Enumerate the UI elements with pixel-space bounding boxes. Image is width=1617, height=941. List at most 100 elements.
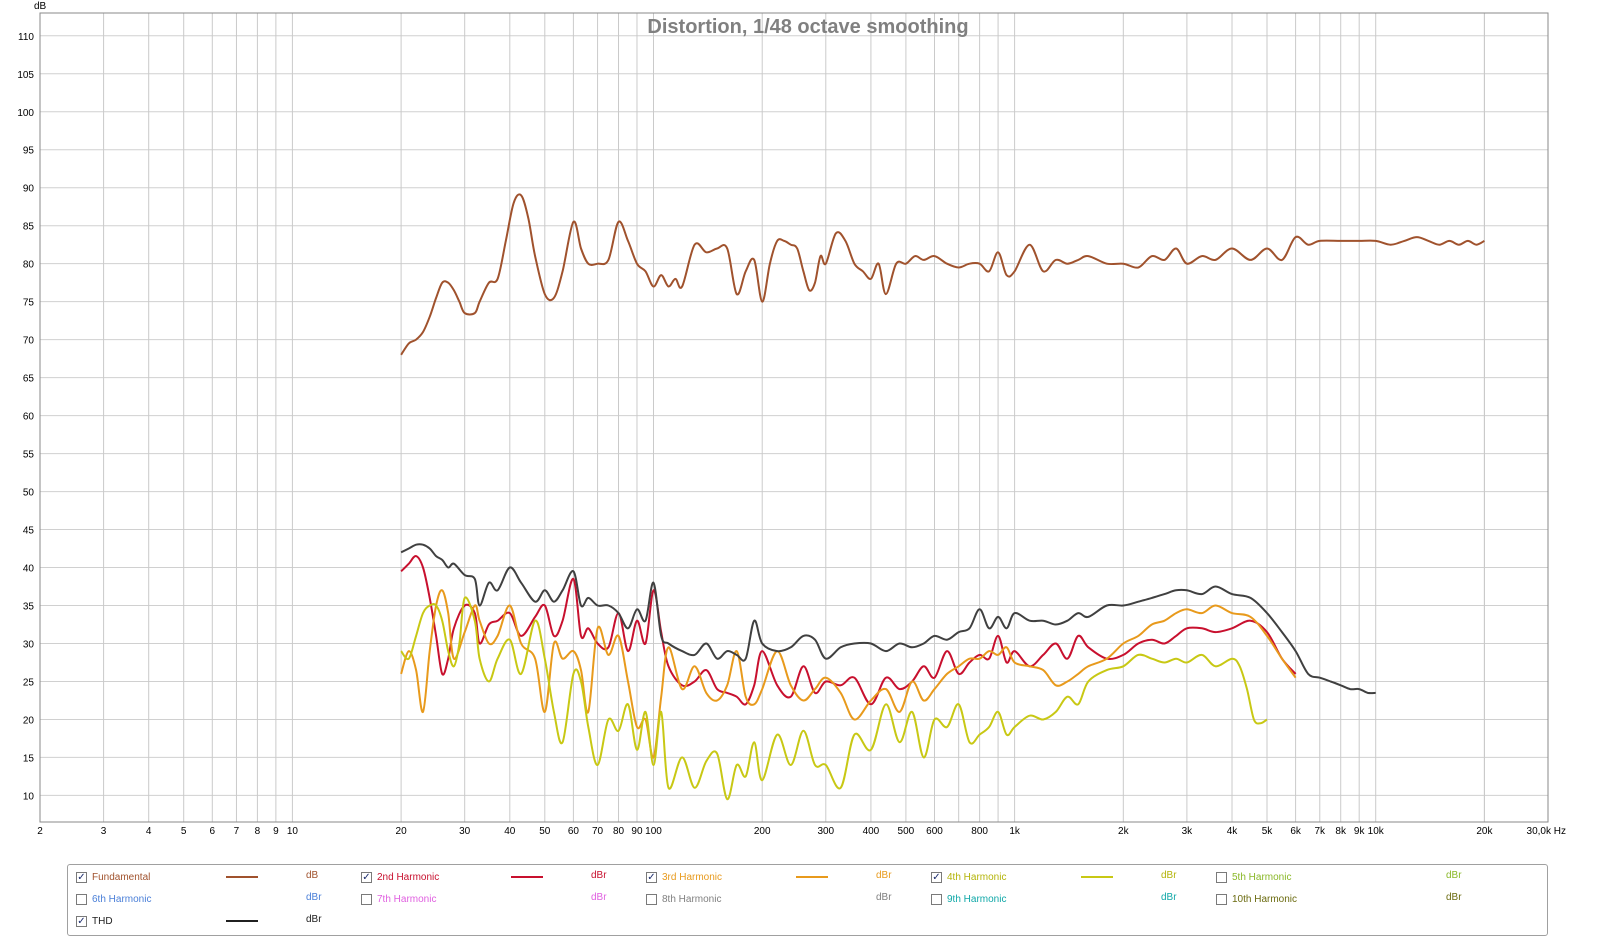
- legend-unit-2nd-harmonic: dBr: [591, 870, 607, 881]
- legend-checkbox-9th-harmonic[interactable]: [931, 893, 942, 905]
- x-tick-label: 400: [863, 826, 880, 837]
- x-tick-label: 20k: [1476, 826, 1493, 837]
- x-tick-label: 3k: [1182, 826, 1194, 837]
- legend-label-10th-harmonic: 10th Harmonic: [1232, 893, 1298, 905]
- y-tick-label: 85: [23, 222, 35, 233]
- legend-checkbox-7th-harmonic[interactable]: [361, 893, 372, 905]
- x-tick-label: 4: [146, 826, 152, 837]
- legend-checkbox-8th-harmonic[interactable]: [646, 893, 657, 905]
- series-line-4th-harmonic: [400, 596, 1268, 801]
- x-tick-label: 2: [37, 826, 43, 837]
- chart-grid: [39, 13, 1549, 822]
- x-tick-label: 200: [754, 826, 771, 837]
- legend-checkbox-thd[interactable]: ✓: [76, 915, 87, 927]
- legend-label-6th-harmonic: 6th Harmonic: [92, 893, 152, 905]
- legend-label-8th-harmonic: 8th Harmonic: [662, 893, 722, 905]
- x-tick-label: 10: [287, 826, 299, 837]
- x-tick-label: 8k: [1335, 826, 1347, 837]
- legend-unit-6th-harmonic: dBr: [306, 892, 322, 903]
- x-tick-label: 8: [255, 826, 261, 837]
- legend-item-9th-harmonic: 9th Harmonic: [931, 889, 1077, 909]
- chart-series-layer: [400, 193, 1485, 801]
- y-tick-label: 80: [23, 260, 35, 271]
- series-line-fundamental: [400, 193, 1485, 356]
- y-tick-label: 90: [23, 184, 35, 195]
- legend-label-5th-harmonic: 5th Harmonic: [1232, 871, 1292, 883]
- legend-item-4th-harmonic: ✓ 4th Harmonic: [931, 867, 1077, 887]
- legend-label-thd: THD: [92, 915, 113, 927]
- x-tick-label: 80: [613, 826, 625, 837]
- legend-checkbox-fundamental[interactable]: ✓: [76, 871, 87, 883]
- y-tick-label: 105: [17, 70, 34, 81]
- legend-item-5th-harmonic: 5th Harmonic: [1216, 867, 1362, 887]
- series-line-2nd-harmonic: [400, 555, 1297, 706]
- legend-label-fundamental: Fundamental: [92, 871, 151, 883]
- legend-checkbox-5th-harmonic[interactable]: [1216, 871, 1227, 883]
- legend-swatch-4th-harmonic: [1081, 876, 1113, 878]
- y-tick-label: 65: [23, 374, 35, 385]
- series-line-thd: [400, 543, 1376, 695]
- x-tick-label: 800: [971, 826, 988, 837]
- legend-item-fundamental: ✓ Fundamental: [76, 867, 222, 887]
- legend-unit-8th-harmonic: dBr: [876, 892, 892, 903]
- y-tick-label: 30: [23, 639, 35, 650]
- legend-checkbox-4th-harmonic[interactable]: ✓: [931, 871, 942, 883]
- legend-checkbox-2nd-harmonic[interactable]: ✓: [361, 871, 372, 883]
- y-tick-label: 25: [23, 677, 35, 688]
- x-tick-label: 6k: [1290, 826, 1302, 837]
- y-tick-label: 35: [23, 602, 35, 613]
- legend-item-thd: ✓ THD: [76, 911, 222, 931]
- legend-swatch-thd: [226, 920, 258, 922]
- legend-label-4th-harmonic: 4th Harmonic: [947, 871, 1007, 883]
- legend-label-9th-harmonic: 9th Harmonic: [947, 893, 1007, 905]
- legend-checkbox-3rd-harmonic[interactable]: ✓: [646, 871, 657, 883]
- y-axis-unit-label: dB: [34, 1, 47, 12]
- legend-label-2nd-harmonic: 2nd Harmonic: [377, 871, 440, 883]
- y-axis-ticks: 10 15 20 25 30 35 40 45 50 55 60 65 70 75 80 85 90 95 100 1…: [17, 32, 34, 803]
- y-tick-label: 10: [23, 791, 35, 802]
- y-tick-label: 75: [23, 298, 35, 309]
- series-legend: ✓ Fundamental dB ✓ 2nd Harmonic dBr ✓ 3rd Harmo…: [67, 864, 1548, 936]
- legend-label-7th-harmonic: 7th Harmonic: [377, 893, 437, 905]
- x-tick-label: 1k: [1009, 826, 1021, 837]
- legend-item-3rd-harmonic: ✓ 3rd Harmonic: [646, 867, 792, 887]
- legend-unit-10th-harmonic: dBr: [1446, 892, 1462, 903]
- y-tick-label: 110: [18, 32, 34, 43]
- legend-unit-4th-harmonic: dBr: [1161, 870, 1177, 881]
- legend-unit-5th-harmonic: dBr: [1446, 870, 1462, 881]
- legend-item-2nd-harmonic: ✓ 2nd Harmonic: [361, 867, 507, 887]
- legend-item-7th-harmonic: 7th Harmonic: [361, 889, 507, 909]
- legend-swatch-3rd-harmonic: [796, 876, 828, 878]
- x-tick-label: 100: [645, 826, 662, 837]
- chart-title: Distortion, 1/48 octave smoothing: [647, 16, 968, 38]
- legend-checkbox-10th-harmonic[interactable]: [1216, 893, 1227, 905]
- x-tick-label: 7k: [1314, 826, 1326, 837]
- legend-unit-7th-harmonic: dBr: [591, 892, 607, 903]
- legend-item-6th-harmonic: 6th Harmonic: [76, 889, 222, 909]
- x-tick-label: 5: [181, 826, 187, 837]
- x-tick-label: 4k: [1227, 826, 1239, 837]
- x-tick-label: 50: [539, 826, 551, 837]
- x-tick-label: 5k: [1262, 826, 1274, 837]
- y-tick-label: 60: [23, 412, 35, 423]
- series-line-3rd-harmonic: [400, 589, 1297, 759]
- x-tick-label: 500: [898, 826, 915, 837]
- x-tick-label: 40: [504, 826, 516, 837]
- y-tick-label: 45: [23, 526, 35, 537]
- x-tick-label: 600: [926, 826, 943, 837]
- y-tick-label: 100: [17, 108, 34, 119]
- legend-item-8th-harmonic: 8th Harmonic: [646, 889, 792, 909]
- y-tick-label: 95: [23, 146, 35, 157]
- legend-checkbox-6th-harmonic[interactable]: [76, 893, 87, 905]
- plot-area-border: [39, 12, 1549, 823]
- x-tick-label: 9k: [1354, 826, 1366, 837]
- x-tick-label: 90: [631, 826, 643, 837]
- x-tick-label: 2k: [1118, 826, 1130, 837]
- y-tick-label: 20: [23, 715, 35, 726]
- x-tick-label: 300: [817, 826, 834, 837]
- y-tick-label: 55: [23, 450, 35, 461]
- legend-unit-3rd-harmonic: dBr: [876, 870, 892, 881]
- y-tick-label: 15: [23, 753, 35, 764]
- legend-label-3rd-harmonic: 3rd Harmonic: [662, 871, 723, 883]
